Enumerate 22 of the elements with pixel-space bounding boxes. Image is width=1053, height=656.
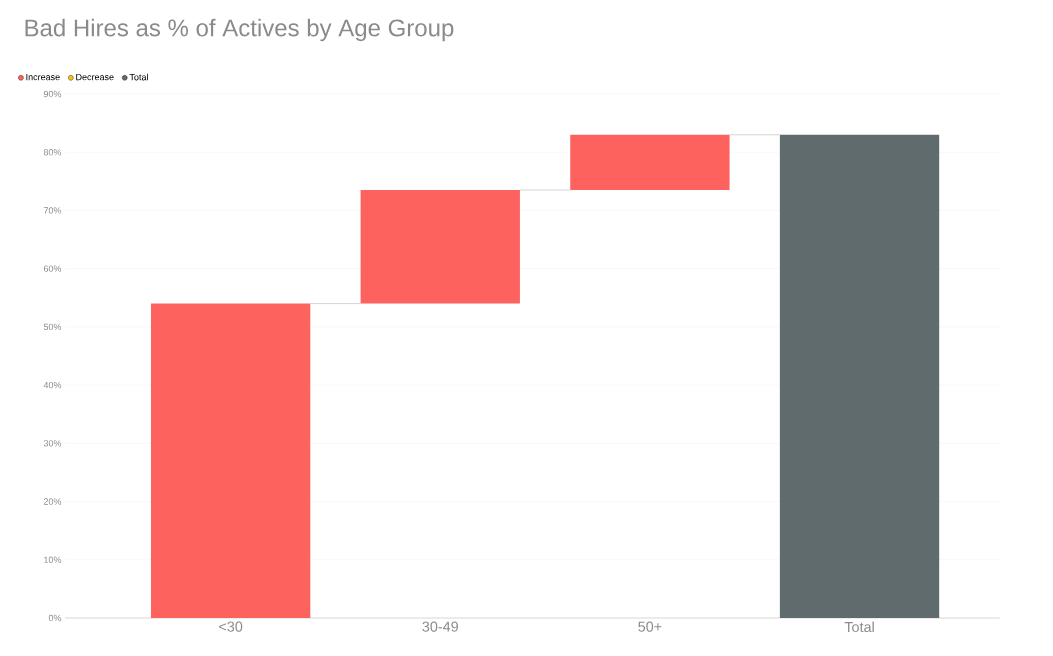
y-tick-label: 30%	[43, 440, 62, 447]
x-tick-label: <30	[219, 621, 243, 632]
y-tick-label: 80%	[43, 149, 62, 156]
x-tick-label: Total	[844, 621, 874, 633]
x-tick-label: 30-49	[422, 621, 458, 632]
bar	[779, 134, 940, 618]
y-tick-label: 20%	[43, 498, 62, 505]
y-tick-label: 90%	[43, 90, 62, 98]
legend-label: Increase	[26, 73, 60, 81]
bar	[150, 303, 311, 618]
y-tick-label: 0%	[48, 614, 62, 622]
legend-label: Decrease	[76, 73, 114, 81]
bar	[360, 190, 520, 304]
x-tick-label: 50+	[638, 621, 662, 632]
y-tick-label: 50%	[43, 323, 62, 331]
legend-label: Total	[129, 73, 148, 81]
y-tick-label: 60%	[43, 265, 62, 272]
bar	[570, 134, 730, 191]
y-tick-label: 70%	[43, 207, 62, 214]
y-tick-label: 40%	[43, 381, 62, 389]
y-tick-label: 10%	[44, 556, 62, 563]
chart-title: Bad Hires as % of Actives by Age Group	[25, 18, 454, 42]
